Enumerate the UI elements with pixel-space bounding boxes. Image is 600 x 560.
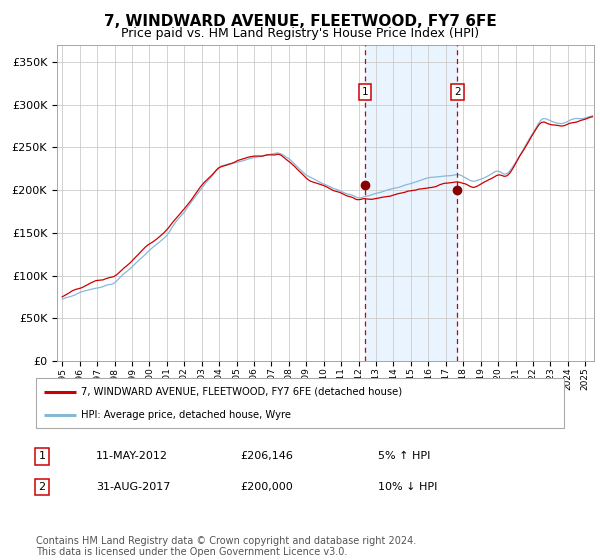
Text: 10% ↓ HPI: 10% ↓ HPI xyxy=(378,482,437,492)
Text: Price paid vs. HM Land Registry's House Price Index (HPI): Price paid vs. HM Land Registry's House … xyxy=(121,27,479,40)
Text: £206,146: £206,146 xyxy=(240,451,293,461)
Text: £200,000: £200,000 xyxy=(240,482,293,492)
Text: 1: 1 xyxy=(38,451,46,461)
Text: Contains HM Land Registry data © Crown copyright and database right 2024.
This d: Contains HM Land Registry data © Crown c… xyxy=(36,535,416,557)
Text: 5% ↑ HPI: 5% ↑ HPI xyxy=(378,451,430,461)
Text: 7, WINDWARD AVENUE, FLEETWOOD, FY7 6FE (detached house): 7, WINDWARD AVENUE, FLEETWOOD, FY7 6FE (… xyxy=(81,386,402,396)
Text: HPI: Average price, detached house, Wyre: HPI: Average price, detached house, Wyre xyxy=(81,410,291,420)
Text: 1: 1 xyxy=(362,87,368,97)
Text: 2: 2 xyxy=(38,482,46,492)
Bar xyxy=(365,45,457,361)
Text: 2: 2 xyxy=(454,87,461,97)
FancyBboxPatch shape xyxy=(36,378,564,428)
Text: 31-AUG-2017: 31-AUG-2017 xyxy=(96,482,170,492)
Text: 11-MAY-2012: 11-MAY-2012 xyxy=(96,451,168,461)
Text: 7, WINDWARD AVENUE, FLEETWOOD, FY7 6FE: 7, WINDWARD AVENUE, FLEETWOOD, FY7 6FE xyxy=(104,14,496,29)
